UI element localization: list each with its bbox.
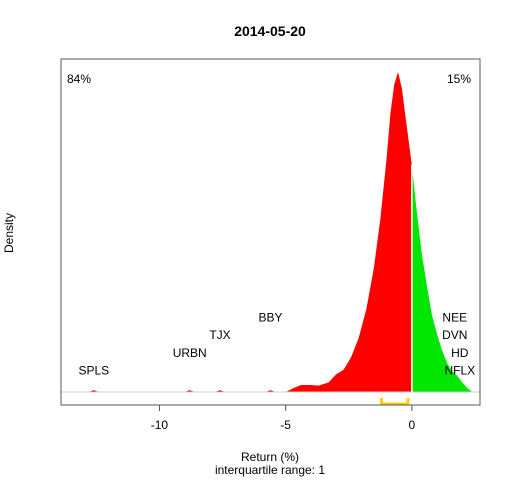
y-axis-label: Density xyxy=(2,213,16,253)
plot-frame xyxy=(60,58,481,406)
annotation-tjx: TJX xyxy=(209,328,230,342)
annotation-spls: SPLS xyxy=(78,363,109,377)
annotation-nee: NEE xyxy=(442,311,467,325)
annotation-hd: HD xyxy=(451,346,469,360)
density-series-0 xyxy=(88,72,412,392)
x-tick-label: 0 xyxy=(409,418,416,432)
iqr-bracket xyxy=(380,398,410,406)
x-tick-label: -10 xyxy=(151,418,169,432)
density-areas xyxy=(88,72,473,392)
annotation-bby: BBY xyxy=(258,311,282,325)
annotation-nflx: NFLX xyxy=(444,363,475,377)
density-series-1 xyxy=(411,164,473,392)
right-percent: 15% xyxy=(447,72,471,86)
annotation-urbn: URBN xyxy=(173,346,207,360)
x-tick-label: -5 xyxy=(280,418,291,432)
x-axis-label: Return (%) xyxy=(241,450,299,464)
chart-title: 2014-05-20 xyxy=(234,23,306,39)
x-axis: -10 -5 0 xyxy=(151,405,416,432)
annotation-dvn: DVN xyxy=(442,328,467,342)
left-percent: 84% xyxy=(67,72,91,86)
iqr-subtitle: interquartile range: 1 xyxy=(215,463,325,477)
